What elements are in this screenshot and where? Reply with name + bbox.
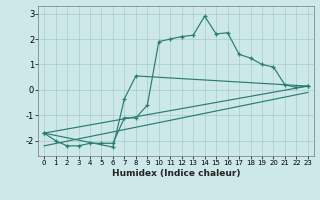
X-axis label: Humidex (Indice chaleur): Humidex (Indice chaleur) — [112, 169, 240, 178]
